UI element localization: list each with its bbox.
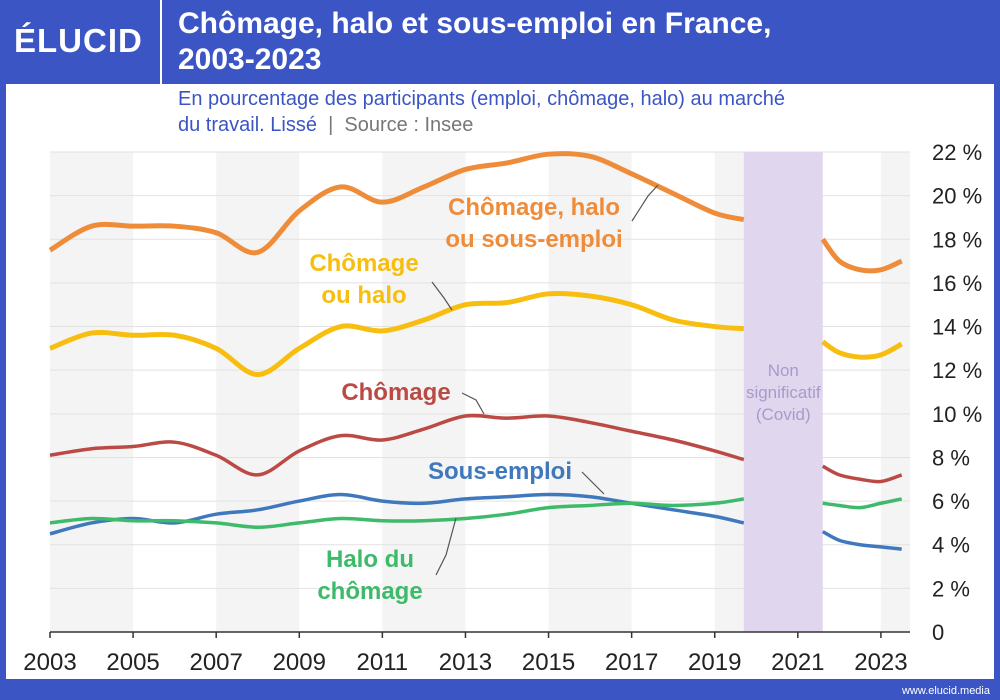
covid-band xyxy=(743,152,823,632)
year-band xyxy=(548,152,632,632)
x-tick-label: 2007 xyxy=(189,649,242,676)
series-label-orange: Chômage, halo xyxy=(448,194,620,221)
y-tick-label: 18 % xyxy=(932,227,982,252)
series-labels: Chômage, halo ou sous-emploi Chômage ou hal… xyxy=(309,194,622,605)
series-label-red: Chômage xyxy=(341,379,450,406)
series-label-yellow: ou halo xyxy=(321,282,406,309)
leader-blue xyxy=(581,471,605,495)
footer-url: www.elucid.media xyxy=(901,685,990,697)
year-band xyxy=(216,152,300,632)
logo-separator xyxy=(160,0,162,84)
series-line-yellow-before xyxy=(49,290,745,378)
year-band xyxy=(50,152,134,632)
x-tick-label: 2019 xyxy=(688,649,741,676)
subtitle-line2-text: du travail. Lissé xyxy=(178,114,317,136)
series-label-green: chômage xyxy=(317,578,422,605)
series-line-red-after xyxy=(821,464,903,484)
series-label-blue: Sous-emploi xyxy=(428,458,572,485)
axes: 0 2 % 4 % 6 % 8 % 10 % 12 % 14 % 16 % 18 % 20 % 22 … xyxy=(23,140,982,676)
leader-yellow xyxy=(431,281,453,311)
series-line-orange-after xyxy=(820,237,903,274)
chart-title-line1: Chômage, halo et sous-emploi en France, xyxy=(178,7,772,40)
x-tick-label: 2009 xyxy=(273,649,326,676)
x-tick-label: 2013 xyxy=(439,649,492,676)
y-tick-label: 22 % xyxy=(932,140,982,165)
series-line-red-before xyxy=(49,413,745,477)
subtitle-line2: du travail. Lissé | Source : Insee xyxy=(178,112,978,138)
y-tick-label: 20 % xyxy=(932,184,982,209)
x-tick-label: 2015 xyxy=(522,649,575,676)
series-label-orange: ou sous-emploi xyxy=(445,226,622,253)
leader-orange xyxy=(631,184,659,222)
y-tick-label: 4 % xyxy=(932,533,970,558)
elucid-logo: ÉLUCID xyxy=(14,22,143,59)
series-line-yellow-after xyxy=(821,339,903,360)
series-line-green-after xyxy=(822,497,903,510)
y-tick-label: 10 % xyxy=(932,402,982,427)
y-tick-label: 16 % xyxy=(932,271,982,296)
leader-green xyxy=(435,517,457,576)
series-line-green-before xyxy=(49,497,745,530)
y-tick-label: 2 % xyxy=(932,576,970,601)
y-tick-label: 6 % xyxy=(932,489,970,514)
covid-label: Non xyxy=(768,361,799,380)
y-tick-label: 8 % xyxy=(932,445,970,470)
year-band xyxy=(382,152,466,632)
covid-gap-band: Non significatif (Covid) xyxy=(743,152,823,632)
series-lines xyxy=(48,151,903,551)
x-tick-label: 2023 xyxy=(854,649,907,676)
x-tick-label: 2003 xyxy=(23,649,76,676)
label-leaders xyxy=(431,184,659,576)
year-band xyxy=(880,152,910,632)
subtitle-line1: En pourcentage des participants (emploi,… xyxy=(178,88,786,110)
y-tick-label: 14 % xyxy=(932,315,982,340)
series-line-orange-before xyxy=(48,151,745,256)
x-tick-label: 2011 xyxy=(357,649,409,676)
header: ÉLUCID Chômage, halo et sous-emploi en F… xyxy=(0,0,1000,84)
y-tick-label: 12 % xyxy=(932,358,982,383)
chart-panel: En pourcentage des participants (emploi,… xyxy=(6,84,994,679)
x-tick-label: 2005 xyxy=(106,649,159,676)
covid-label: (Covid) xyxy=(756,405,811,424)
chart-subtitle: En pourcentage des participants (emploi,… xyxy=(178,86,978,138)
x-tick-label: 2017 xyxy=(605,649,658,676)
series-label-green: Halo du xyxy=(326,546,414,573)
series-label-yellow: Chômage xyxy=(309,250,418,277)
subtitle-separator: | xyxy=(328,114,334,136)
chart-title: Chômage, halo et sous-emploi en France, … xyxy=(178,6,978,78)
covid-label: significatif xyxy=(746,383,821,402)
leader-red xyxy=(461,392,485,415)
chart-title-line2: 2003-2023 xyxy=(178,43,322,76)
series-line-blue-after xyxy=(821,530,902,551)
source-label: Source : Insee xyxy=(344,114,474,136)
x-tick-label: 2021 xyxy=(771,649,824,676)
y-tick-label: 0 xyxy=(932,620,944,645)
alternate-year-bands xyxy=(50,152,910,632)
